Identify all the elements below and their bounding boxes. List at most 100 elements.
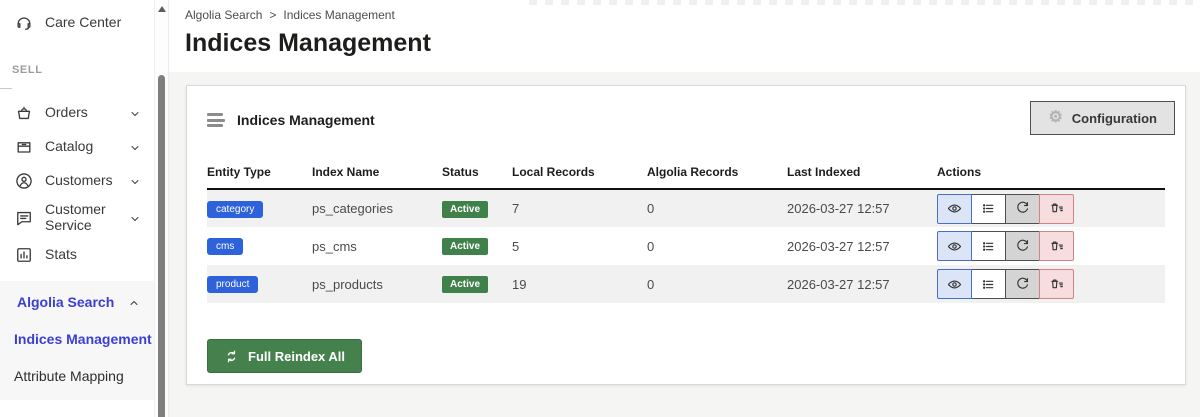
clear-index-button[interactable] [1039, 269, 1074, 299]
sidebar-item-label: Care Center [45, 14, 122, 31]
chevron-down-icon [129, 212, 141, 224]
table-header-row: Entity Type Index Name Status Local Reco… [207, 165, 1165, 190]
chevron-down-icon [129, 141, 141, 153]
eye-icon [947, 280, 962, 288]
view-button[interactable] [937, 231, 972, 261]
trash-sweep-icon [1051, 241, 1063, 250]
sidebar-item-attribute-mapping[interactable]: Attribute Mapping [14, 368, 124, 384]
row-actions [937, 231, 1074, 261]
stats-icon [14, 245, 34, 265]
index-name-cell: ps_categories [312, 201, 393, 216]
sidebar-item-orders[interactable]: Orders [0, 96, 154, 130]
sidebar-group-algolia-search: Algolia Search Indices Management Attrib… [0, 281, 154, 400]
sidebar-item-stats[interactable]: Stats [0, 238, 154, 272]
basket-icon [14, 103, 34, 123]
sidebar-item-label: Algolia Search [17, 294, 115, 310]
reindex-button[interactable] [1005, 269, 1040, 299]
store-icon [14, 137, 34, 157]
chat-icon [14, 208, 34, 228]
algolia-records-cell: 0 [647, 201, 655, 216]
page-title: Indices Management [185, 29, 431, 57]
index-name-cell: ps_products [312, 276, 383, 292]
full-reindex-all-label: Full Reindex All [248, 348, 346, 364]
list-icon [982, 279, 994, 289]
col-index-name: Index Name [312, 165, 442, 190]
status-badge: Active [442, 200, 489, 218]
trash-sweep-icon [1051, 203, 1063, 213]
panel-title: Indices Management [237, 112, 375, 128]
status-badge: Active [442, 238, 489, 255]
breadcrumb-separator: > [269, 8, 277, 22]
sidebar-item-label: Orders [45, 104, 88, 121]
sidebar-item-label: Customer Service [45, 201, 106, 233]
last-indexed-cell: 2026-03-27 12:57 [787, 201, 890, 216]
sidebar-item-label: Stats [45, 246, 77, 263]
sidebar-item-label: Catalog [45, 138, 94, 155]
entity-type-badge: product [207, 276, 259, 293]
index-name-cell: ps_cms [312, 238, 357, 254]
entity-type-badge: category [207, 200, 264, 218]
chevron-up-icon [128, 296, 140, 308]
sidebar-item-algolia-search[interactable]: Algolia Search [0, 294, 154, 310]
page-header: Algolia Search > Indices Management Indi… [169, 0, 1200, 72]
row-actions [937, 269, 1074, 299]
configuration-button-label: Configuration [1071, 110, 1157, 126]
panel-header: Indices Management [207, 102, 1165, 138]
local-records-cell: 19 [512, 276, 527, 292]
view-button[interactable] [937, 193, 972, 224]
scrollbar-up-arrow-icon[interactable] [158, 6, 166, 12]
breadcrumb: Algolia Search > Indices Management [185, 8, 1200, 22]
algolia-records-cell: 0 [647, 238, 655, 254]
refresh-icon [1017, 239, 1029, 251]
sidebar-item-label: Customers [45, 172, 113, 189]
col-last-indexed: Last Indexed [787, 165, 937, 190]
details-button[interactable] [971, 269, 1006, 299]
clear-index-button[interactable] [1039, 231, 1074, 261]
eye-icon [947, 242, 962, 250]
last-indexed-cell: 2026-03-27 12:57 [787, 276, 890, 292]
sidebar-item-indices-management[interactable]: Indices Management [14, 331, 152, 347]
table-row: product ps_products Active 19 0 2026-03-… [207, 265, 1165, 303]
view-button[interactable] [937, 269, 972, 299]
main-content: Algolia Search > Indices Management Indi… [168, 0, 1200, 417]
list-icon [982, 204, 994, 213]
sidebar-item-care-center[interactable]: Care Center [0, 8, 154, 38]
reindex-button[interactable] [1005, 193, 1040, 224]
scrollbar-thumb[interactable] [158, 75, 165, 417]
sync-icon [227, 350, 236, 362]
col-actions: Actions [937, 165, 1165, 190]
row-actions [937, 193, 1074, 224]
breadcrumb-indices-management[interactable]: Indices Management [283, 8, 395, 22]
divider [0, 88, 12, 89]
col-local-records: Local Records [512, 165, 647, 190]
local-records-cell: 7 [512, 201, 520, 216]
sidebar-item-customer-service[interactable]: Customer Service [0, 198, 154, 238]
sidebar-section-sell: SELL [12, 64, 43, 76]
details-button[interactable] [971, 231, 1006, 261]
list-icon [982, 241, 994, 251]
table-row: cms ps_cms Active 5 0 2026-03-27 12:57 [207, 227, 1165, 265]
col-status: Status [442, 165, 512, 190]
entity-type-badge: cms [207, 238, 244, 255]
customers-icon [14, 171, 34, 191]
sidebar-item-customers[interactable]: Customers [0, 164, 154, 198]
headset-icon [14, 13, 34, 33]
sidebar-item-catalog[interactable]: Catalog [0, 130, 154, 164]
list-lines-icon [207, 113, 225, 127]
configuration-button[interactable]: ⚙ Configuration [1030, 101, 1175, 135]
last-indexed-cell: 2026-03-27 12:57 [787, 238, 890, 254]
sidebar-scrollbar[interactable] [154, 0, 168, 417]
gear-icon: ⚙ [1048, 109, 1063, 126]
refresh-icon [1017, 277, 1029, 289]
details-button[interactable] [971, 193, 1006, 224]
col-algolia-records: Algolia Records [647, 165, 787, 190]
reindex-button[interactable] [1005, 231, 1040, 261]
sidebar: Care Center SELL Orders Catalog [0, 0, 168, 417]
chevron-down-icon [129, 175, 141, 187]
breadcrumb-algolia-search[interactable]: Algolia Search [185, 8, 263, 22]
clear-index-button[interactable] [1039, 193, 1074, 224]
full-reindex-all-button[interactable]: Full Reindex All [207, 339, 363, 373]
local-records-cell: 5 [512, 238, 520, 254]
algolia-records-cell: 0 [647, 276, 655, 292]
